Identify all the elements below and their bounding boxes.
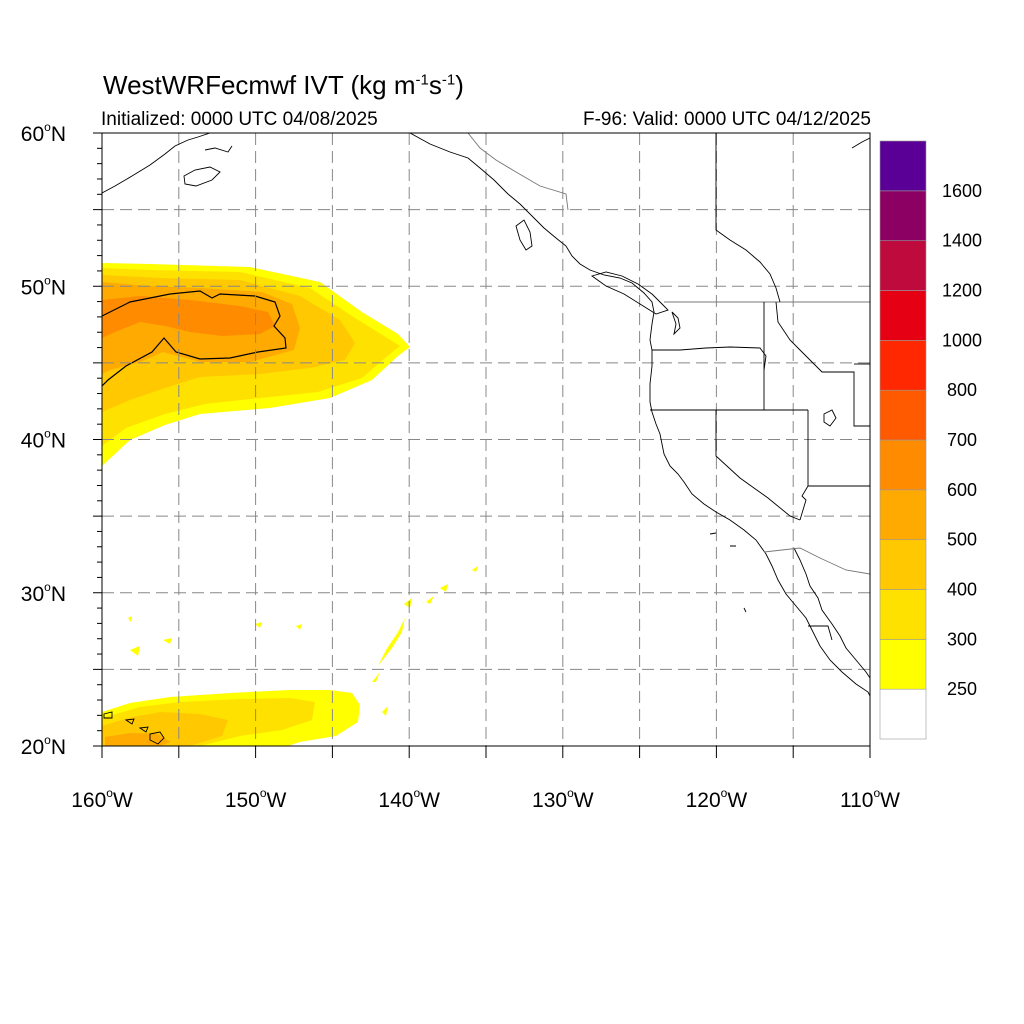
- colorbar-box: [879, 639, 927, 690]
- baja-border: [808, 625, 833, 641]
- lon-tick-label: 150oW: [225, 786, 287, 812]
- lat-tick-label: 50oN: [21, 273, 66, 299]
- valid-time: F-96: Valid: 0000 UTC 04/12/2025: [583, 109, 871, 130]
- colorbar-box: [879, 389, 927, 441]
- hawaii-maui: [138, 726, 149, 733]
- colorbar-label: 250: [947, 679, 977, 699]
- hawaii-kauai: [103, 711, 113, 719]
- title-sup-1: -1: [415, 71, 429, 89]
- title-sup-2: -1: [441, 71, 456, 89]
- gridlines: [102, 133, 870, 746]
- lat-tick-label: 20oN: [21, 733, 66, 759]
- lon-tick-label: 130oW: [532, 786, 594, 812]
- california-nevada-border: [715, 410, 801, 521]
- hudson-bay-coast: [851, 137, 870, 149]
- colorbar-label: 300: [947, 629, 977, 649]
- lon-tick-label: 110oW: [840, 786, 900, 812]
- colorbar-label: 700: [947, 430, 977, 450]
- lat-tick-label: 40oN: [21, 427, 66, 453]
- initialized-time: Initialized: 0000 UTC 04/08/2025: [101, 109, 378, 130]
- nevada-utah-border: [807, 410, 870, 487]
- colorbar-box: [879, 290, 927, 341]
- axis-ticks: [93, 132, 871, 758]
- cook-inlet: [204, 145, 233, 153]
- colorbar-label: 800: [947, 380, 977, 400]
- hawaii-oahu: [124, 718, 135, 725]
- colorbar-box: [879, 140, 927, 192]
- coastlines: [102, 133, 870, 745]
- colorbar-box: [879, 340, 927, 391]
- baja-gulf-coast: [793, 547, 870, 679]
- lon-tick-label: 140oW: [378, 786, 440, 812]
- channel-islands: [709, 532, 747, 613]
- kodiak-island: [183, 166, 221, 187]
- lon-tick-label: 160oW: [71, 786, 133, 812]
- title-prefix: WestWRFecmwf IVT (kg m: [103, 70, 416, 100]
- idaho-border: [763, 301, 870, 427]
- ivt-band-600: [102, 296, 275, 338]
- colorbar-box: [879, 688, 927, 740]
- colorbar-box: [879, 190, 927, 241]
- alaska-canada-border: [467, 133, 569, 211]
- title-suffix: ): [455, 70, 464, 100]
- title-mid: s: [428, 70, 442, 100]
- haida-gwaii: [515, 219, 533, 251]
- lon-tick-label: 120oW: [686, 786, 748, 812]
- lat-tick-label: 30oN: [21, 580, 66, 606]
- alberta-bc-border: [715, 133, 781, 303]
- colorbar-label: 500: [947, 530, 977, 550]
- great-salt-lake: [823, 409, 837, 427]
- colorbar: 250 300 400 500 600 700 800 1000 1200 1400 1600: [879, 140, 982, 740]
- colorbar-box: [879, 240, 927, 291]
- us-mexico-border: [763, 547, 870, 575]
- political-borders: [467, 133, 870, 641]
- lat-tick-label: 60oN: [21, 120, 66, 146]
- ivt-filled-field: [102, 263, 478, 746]
- colorbar-box: [879, 489, 927, 540]
- colorbar-box: [879, 439, 927, 491]
- washington-oregon-border: [652, 346, 767, 371]
- colorbar-label: 1200: [942, 281, 982, 301]
- arizona-border: [799, 485, 809, 521]
- puget-sound: [671, 311, 681, 336]
- hawaii-big-island: [149, 731, 165, 745]
- colorbar-label: 1600: [942, 181, 982, 201]
- map-title: WestWRFecmwf IVT (kg m-1s-1): [103, 70, 464, 101]
- axis-tick-labels: 60oN 50oN 40oN 30oN 20oN 160oW 150oW 140oW 130oW…: [21, 120, 900, 812]
- colorbar-label: 600: [947, 480, 977, 500]
- colorbar-box: [879, 589, 927, 640]
- colorbar-label: 1400: [942, 231, 982, 251]
- colorbar-label: 400: [947, 580, 977, 600]
- alaska-panhandle-coast: [409, 133, 870, 697]
- ivt-filaments: [128, 566, 478, 716]
- vancouver-island: [590, 271, 669, 315]
- ivt-contour-500: [102, 290, 287, 387]
- colorbar-label: 1000: [942, 330, 982, 350]
- ivt-south-500: [105, 733, 170, 746]
- alaska-coast: [102, 133, 211, 194]
- colorbar-box: [879, 539, 927, 590]
